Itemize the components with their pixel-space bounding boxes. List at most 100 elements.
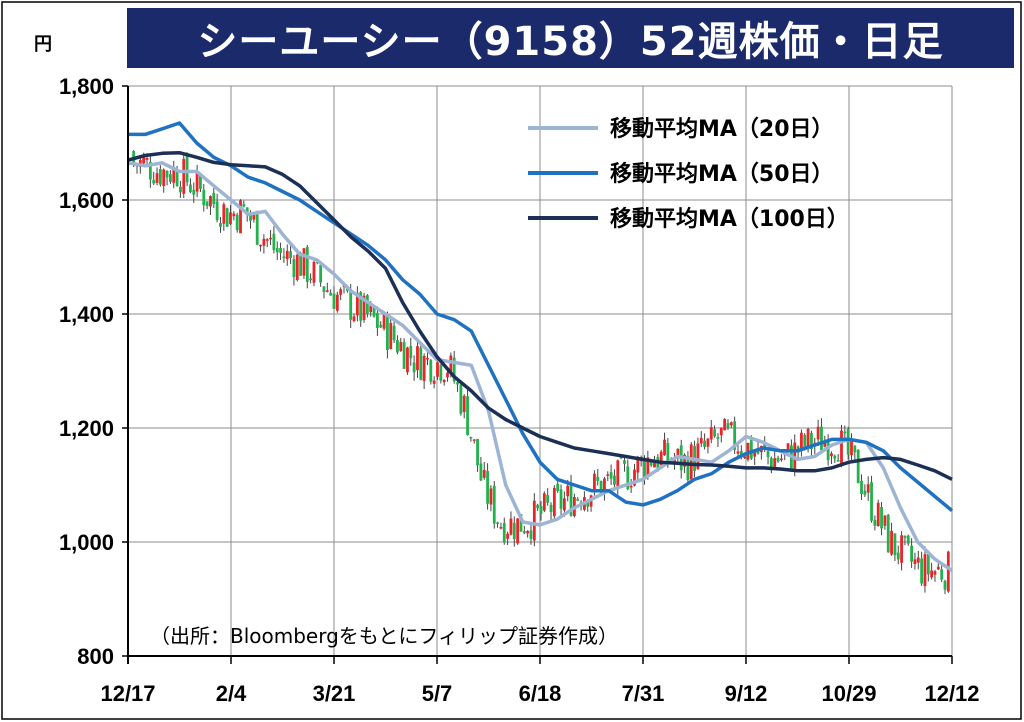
candle-down [609, 472, 613, 479]
x-tick-label-4: 6/18 [519, 681, 562, 706]
candle-up [355, 292, 359, 316]
candle-down [225, 208, 229, 227]
candle-up [262, 238, 266, 246]
y-tick-label-4: 1,600 [59, 188, 114, 213]
candle-up [265, 239, 269, 241]
candle-down [279, 248, 282, 253]
candle-down [623, 460, 626, 464]
candle-down [282, 256, 286, 259]
candle-down [429, 360, 433, 382]
candle-down [249, 213, 252, 221]
gridlines [128, 85, 953, 656]
candle-up [816, 426, 820, 440]
candle-up [683, 454, 686, 467]
candle-down [492, 485, 496, 524]
candle-up [362, 295, 366, 320]
candle-down [386, 314, 389, 350]
candle-up [946, 551, 950, 592]
candle-down [546, 495, 550, 503]
candle-up [426, 357, 429, 360]
candle-up [195, 171, 199, 192]
candle-up [793, 442, 797, 469]
candle-up [172, 167, 176, 183]
candle-down [396, 340, 399, 353]
x-tick-label-6: 9/12 [725, 681, 768, 706]
candle-down [519, 514, 523, 532]
candle-down [836, 460, 840, 462]
candle-up [382, 313, 386, 329]
candle-up [352, 316, 356, 322]
candle-down [846, 428, 850, 455]
candle-up [552, 487, 556, 517]
candle-down [926, 553, 930, 575]
candle-down [739, 451, 743, 455]
candle-down [322, 286, 326, 293]
candle-down [292, 259, 296, 278]
moving-average-lines [127, 121, 954, 572]
candle-down [556, 483, 560, 492]
x-tick-label-3: 5/7 [422, 681, 453, 706]
candle-down [202, 189, 206, 206]
candle-up [823, 441, 827, 447]
candle-down [920, 558, 924, 584]
candle-down [576, 499, 580, 501]
legend-label-2: 移動平均MA（100日） [610, 206, 849, 232]
candle-up [936, 566, 940, 570]
candle-down [375, 312, 379, 329]
y-tick-label-1: 1,000 [59, 530, 114, 555]
candle-up [709, 427, 713, 440]
candle-up [900, 535, 903, 563]
candle-up [706, 438, 710, 447]
y-tick-label-5: 1,800 [59, 74, 114, 99]
candle-down [559, 489, 563, 509]
candle-up [676, 448, 680, 459]
candle-up [462, 395, 466, 413]
candle-down [596, 476, 600, 481]
candle-up [663, 439, 666, 456]
candle-up [830, 453, 833, 457]
candle-up [876, 502, 880, 527]
candle-up [339, 289, 343, 295]
candle-up [806, 428, 810, 447]
candle-down [766, 451, 770, 457]
candle-down [219, 223, 222, 227]
candle-up [436, 362, 439, 377]
candle-down [272, 233, 276, 250]
ma-line-0 [127, 161, 953, 572]
candle-down [716, 437, 720, 439]
candle-up [840, 430, 843, 466]
candle-up [312, 262, 316, 283]
candle-down [456, 382, 459, 385]
x-tick-label-7: 10/29 [821, 681, 876, 706]
candle-up [526, 531, 530, 534]
candle-up [506, 533, 510, 539]
candle-down [536, 504, 540, 509]
candle-down [309, 278, 313, 281]
candle-down [289, 251, 292, 258]
x-tick-label-8: 12/12 [924, 681, 979, 706]
candle-up [399, 342, 403, 352]
candle-down [235, 214, 239, 231]
candle-up [145, 158, 149, 160]
candle-down [906, 535, 910, 544]
candle-up [369, 305, 373, 313]
candle-up [890, 530, 893, 555]
x-tick-label-0: 12/17 [100, 681, 155, 706]
candle-up [736, 451, 740, 454]
candle-up [729, 422, 733, 426]
candle-up [699, 437, 703, 444]
x-tick-label-5: 7/31 [622, 681, 665, 706]
candle-up [866, 484, 870, 493]
candle-down [599, 481, 603, 496]
candle-up [416, 346, 419, 371]
candle-down [319, 264, 323, 283]
candle-up [603, 478, 606, 494]
candle-down [512, 522, 516, 540]
candle-up [516, 518, 520, 544]
candle-down [459, 384, 463, 414]
candle-up [696, 443, 700, 469]
x-axis-ticks: 12/17 2/4 3/21 5/7 6/18 7/31 9/12 10/29 12/12 [100, 656, 980, 706]
candle-down [903, 535, 907, 538]
